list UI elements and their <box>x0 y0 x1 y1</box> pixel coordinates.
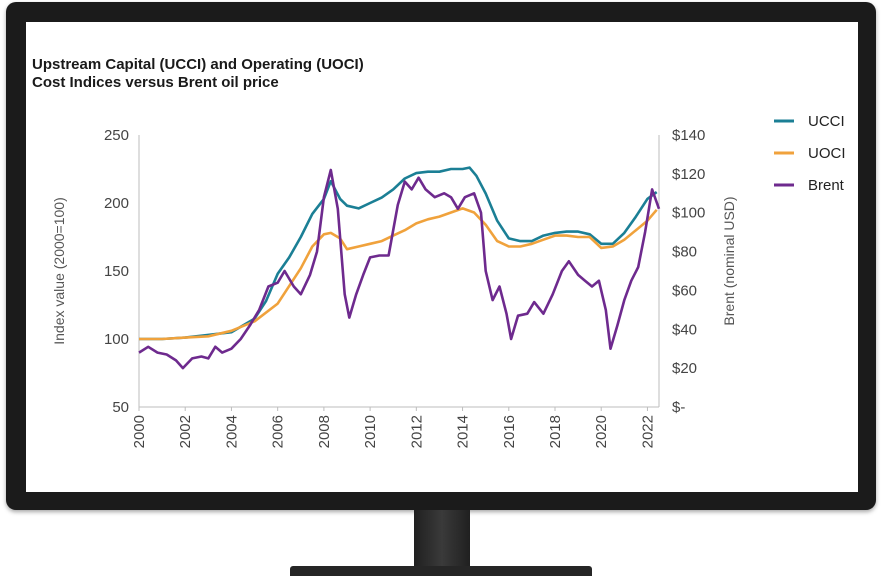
monitor-stand-base <box>290 566 592 576</box>
y-right-tick-label: $120 <box>672 166 705 183</box>
chart-subtitle: Cost Indices versus Brent oil price <box>32 74 279 91</box>
monitor-stand-neck <box>414 510 470 570</box>
monitor-screen: Upstream Capital (UCCI) and Operating (U… <box>26 22 858 492</box>
chart-title-block: Upstream Capital (UCCI) and Operating (U… <box>32 56 364 92</box>
y-left-axis-title: Index value (2000=100) <box>51 197 67 345</box>
legend-label-uoci: UOCI <box>808 145 846 162</box>
chart-title: Upstream Capital (UCCI) and Operating (U… <box>32 56 364 73</box>
series-line-ucci <box>139 166 658 341</box>
x-tick-label: 2008 <box>316 415 333 448</box>
legend-label-brent: Brent <box>808 177 845 194</box>
legend-label-ucci: UCCI <box>808 113 845 130</box>
x-tick-label: 2004 <box>223 415 240 448</box>
y-left-tick-label: 250 <box>104 127 129 144</box>
x-tick-label: 2020 <box>593 415 610 448</box>
y-right-tick-label: $40 <box>672 321 697 338</box>
y-right-tick-label: $- <box>672 399 685 416</box>
y-left-tick-label: 200 <box>104 195 129 212</box>
x-tick-label: 2022 <box>639 415 656 448</box>
y-right-axis-title: Brent (nominal USD) <box>721 196 737 325</box>
x-tick-label: 2002 <box>177 415 194 448</box>
y-left-tick-label: 50 <box>112 399 129 416</box>
y-right-tick-label: $60 <box>672 282 697 299</box>
y-left-tick-label: 150 <box>104 263 129 280</box>
y-right-tick-label: $100 <box>672 205 705 222</box>
chart-svg: 250 200 150 100 50 $140 $120 $100 $80 $60 $40 $20 $-… <box>51 113 846 448</box>
x-tick-label: 2014 <box>455 415 472 448</box>
y-right-tick-label: $80 <box>672 244 697 261</box>
x-tick-label: 2018 <box>547 415 564 448</box>
y-right-tick-label: $20 <box>672 360 697 377</box>
y-left-tick-label: 100 <box>104 331 129 348</box>
series-line-brent <box>138 168 661 370</box>
x-tick-label: 2016 <box>501 415 518 448</box>
series-line-uoci <box>139 207 658 341</box>
y-right-tick-label: $140 <box>672 127 705 144</box>
x-tick-label: 2000 <box>131 415 148 448</box>
x-tick-label: 2012 <box>408 415 425 448</box>
x-tick-label: 2010 <box>362 415 379 448</box>
x-tick-label: 2006 <box>270 415 287 448</box>
